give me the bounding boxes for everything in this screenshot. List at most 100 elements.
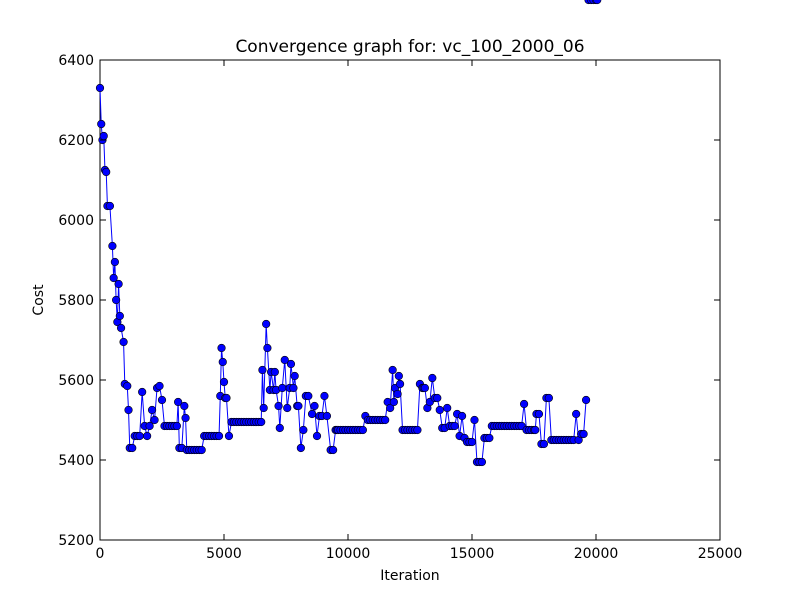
data-point (539, 439, 549, 449)
data-point (389, 397, 398, 407)
plot-frame (99, 59, 721, 541)
data-point (531, 425, 540, 435)
data-point (320, 391, 329, 401)
x-axis-ticks: 0 5000 10000 15000 20000 25000 (96, 60, 742, 562)
data-point (138, 387, 147, 397)
x-axis-label: Iteration (380, 568, 439, 584)
data-point (435, 405, 444, 415)
data-point (386, 403, 395, 413)
data-point (263, 343, 272, 353)
data-point (579, 429, 588, 439)
data-point (395, 379, 405, 389)
data-point (116, 323, 126, 333)
data-point (95, 83, 105, 93)
series-layer (95, 0, 602, 467)
data-point (135, 431, 144, 441)
data-point (115, 311, 124, 321)
data-point (358, 425, 367, 435)
data-point (544, 393, 553, 403)
data-point (329, 445, 338, 455)
data-point (280, 355, 289, 365)
data-point (143, 431, 152, 441)
data-point (217, 343, 226, 353)
data-point (257, 417, 266, 427)
data-point (322, 411, 332, 421)
data-point (289, 383, 298, 393)
data-point (477, 457, 487, 467)
data-point (157, 395, 167, 405)
data-point (274, 401, 283, 411)
data-point (110, 257, 119, 267)
data-point (112, 295, 121, 305)
data-point (470, 415, 479, 425)
data-point (128, 443, 137, 453)
data-point (259, 403, 268, 413)
data-point (270, 367, 279, 377)
data-point (420, 383, 429, 393)
data-point (150, 415, 159, 425)
data-point (222, 393, 231, 403)
chart-title: Convergence graph for: vc_100_2000_06 (235, 37, 584, 57)
data-point (312, 431, 322, 441)
data-point (224, 431, 234, 441)
y-axis-label: Cost (31, 284, 47, 316)
data-point (381, 415, 390, 425)
data-point (155, 381, 164, 391)
data-point (278, 383, 287, 393)
data-point (534, 409, 544, 419)
data-point (304, 391, 313, 401)
data-point (108, 241, 117, 251)
data-point (275, 423, 284, 433)
data-point (485, 433, 494, 443)
data-point (450, 421, 459, 431)
plot-area (95, 0, 721, 541)
x-tick-label: 5000 (206, 546, 242, 562)
data-point (443, 403, 452, 413)
data-point (180, 401, 189, 411)
data-point (393, 389, 402, 399)
data-point (197, 445, 206, 455)
data-point (519, 399, 529, 409)
data-point (286, 359, 296, 369)
data-point (105, 201, 115, 211)
data-point (114, 279, 123, 289)
data-point (394, 371, 403, 381)
data-point (97, 119, 106, 129)
y-tick-label: 5600 (58, 373, 94, 389)
data-point (467, 437, 477, 447)
x-tick-label: 0 (96, 546, 105, 562)
data-point (290, 371, 299, 381)
x-tick-label: 10000 (326, 546, 371, 562)
data-point (258, 365, 267, 375)
y-tick-label: 6200 (58, 133, 94, 149)
data-point (310, 401, 319, 411)
data-point (581, 395, 591, 405)
data-point (262, 319, 271, 329)
data-point (388, 365, 397, 375)
data-point (181, 413, 190, 423)
data-point (147, 405, 157, 415)
data-point (109, 273, 118, 283)
x-tick-label: 15000 (450, 546, 495, 562)
data-point (214, 431, 224, 441)
data-point (283, 403, 292, 413)
data-point (219, 377, 229, 387)
data-point (299, 425, 308, 435)
data-point (174, 397, 183, 407)
data-point (307, 409, 317, 419)
y-tick-label: 6400 (58, 53, 94, 69)
data-point (457, 411, 467, 421)
data-point (119, 337, 128, 347)
data-point (296, 443, 305, 453)
data-point (218, 357, 227, 367)
y-tick-label: 5200 (58, 533, 94, 549)
data-point (102, 167, 111, 177)
data-point (433, 393, 442, 403)
data-point (413, 425, 422, 435)
data-point (123, 381, 132, 391)
y-tick-label: 5400 (58, 453, 94, 469)
data-point (294, 401, 303, 411)
data-point (99, 131, 108, 141)
y-tick-label: 5800 (58, 293, 94, 309)
